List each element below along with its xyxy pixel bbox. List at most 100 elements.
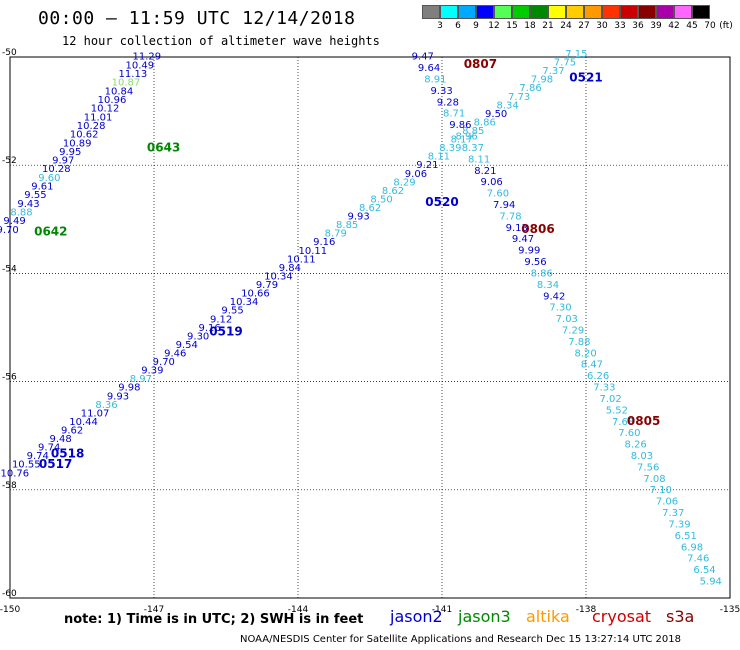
wave-height-value: 10.44 xyxy=(69,417,98,428)
wave-height-value: 9.62 xyxy=(61,425,83,436)
wave-height-value: 9.56 xyxy=(524,257,546,268)
wave-height-value: 7.30 xyxy=(549,303,571,314)
map-title: 00:00 – 11:59 UTC 12/14/2018 xyxy=(38,8,356,29)
wave-height-value: 8.86 xyxy=(474,117,496,128)
wave-height-value: 9.16 xyxy=(199,323,221,334)
colorbar-swatch xyxy=(458,5,476,19)
wave-height-value: 9.39 xyxy=(141,366,163,377)
wave-height-value: 8.21 xyxy=(474,166,496,177)
wave-height-value: 9.47 xyxy=(512,234,534,245)
wave-height-value: 9.84 xyxy=(279,263,301,274)
wave-height-value: 9.74 xyxy=(27,451,49,462)
lon-tick-label: -135 xyxy=(720,605,740,615)
colorbar-swatch xyxy=(494,5,512,19)
wave-height-value: 10.66 xyxy=(241,289,270,300)
wave-height-value: 10.76 xyxy=(0,468,29,479)
colorbar-label: 18 xyxy=(524,21,536,31)
colorbar-label: 27 xyxy=(578,21,590,31)
wave-height-value: 8.34 xyxy=(496,100,518,111)
wave-height-value: 7.73 xyxy=(508,92,530,103)
wave-height-value: 9.16 xyxy=(313,237,335,248)
wave-height-value: 9.98 xyxy=(118,383,140,394)
lat-tick-label: -56 xyxy=(2,373,17,383)
note-text: note: 1) Time is in UTC; 2) SWH is in fe… xyxy=(64,612,364,627)
colorbar-label: (ft) xyxy=(719,21,733,31)
wave-height-value: 9.55 xyxy=(24,190,46,201)
wave-height-value: 9.46 xyxy=(164,348,186,359)
wave-height-value: 8.96 xyxy=(455,132,477,143)
wave-height-value: 8.36 xyxy=(95,400,117,411)
colorbar-swatch xyxy=(620,5,638,19)
pass-time-label: 0805 xyxy=(627,414,660,428)
wave-height-value: 10.11 xyxy=(287,254,316,265)
legend-altika: altika xyxy=(526,607,570,626)
wave-height-value: 10.87 xyxy=(112,78,141,89)
wave-height-value: 9.49 xyxy=(3,216,25,227)
colorbar-label: 24 xyxy=(560,21,572,31)
lat-tick-label: -52 xyxy=(2,156,17,166)
colorbar-label: 12 xyxy=(488,21,500,31)
wave-height-value: 9.06 xyxy=(481,177,503,188)
colorbar-swatch xyxy=(674,5,692,19)
footer-credit: NOAA/NESDIS Center for Satellite Applica… xyxy=(240,634,682,645)
legend-jason2: jason2 xyxy=(390,607,443,626)
wave-height-value: 9.12 xyxy=(210,314,232,325)
colorbar-label: 3 xyxy=(437,21,443,31)
wave-height-value: 5.52 xyxy=(606,405,628,416)
wave-height-colorbar xyxy=(422,5,710,19)
wave-height-value: 9.42 xyxy=(543,291,565,302)
wave-height-value: 7.46 xyxy=(687,554,709,565)
colorbar-label: 45 xyxy=(686,21,698,31)
wave-height-value: 10.55 xyxy=(12,460,41,471)
wave-height-value: 8.11 xyxy=(468,154,490,165)
wave-height-value: 9.99 xyxy=(518,246,540,257)
wave-height-value: 6.98 xyxy=(681,542,703,553)
wave-height-value: 9.13 xyxy=(506,223,528,234)
colorbar-swatch xyxy=(656,5,674,19)
lon-tick-label: -150 xyxy=(0,605,20,615)
wave-height-value: 7.86 xyxy=(519,83,541,94)
wave-height-value: 9.74 xyxy=(38,443,60,454)
colorbar-swatch xyxy=(602,5,620,19)
wave-height-value: 8.79 xyxy=(325,229,347,240)
wave-height-value: 9.60 xyxy=(38,173,60,184)
wave-height-value: 9.97 xyxy=(52,156,74,167)
wave-height-value: 8.62 xyxy=(359,203,381,214)
wave-height-value: 7.02 xyxy=(599,394,621,405)
lat-tick-label: -54 xyxy=(2,264,17,274)
wave-height-value: 9.70 xyxy=(153,357,175,368)
colorbar-label: 33 xyxy=(614,21,626,31)
wave-height-value: 8.85 xyxy=(462,126,484,137)
colorbar-swatch xyxy=(638,5,656,19)
wave-height-value: 5.94 xyxy=(700,576,722,587)
wave-height-value: 9.43 xyxy=(17,199,39,210)
lat-tick-label: -60 xyxy=(2,589,17,599)
wave-height-value: 8.29 xyxy=(393,177,415,188)
wave-height-value: 7.06 xyxy=(656,497,678,508)
wave-height-value: 10.28 xyxy=(42,164,71,175)
map-subtitle: 12 hour collection of altimeter wave hei… xyxy=(62,34,380,48)
colorbar-swatch xyxy=(512,5,530,19)
wave-height-value: 8.97 xyxy=(130,374,152,385)
wave-height-value: 7.10 xyxy=(650,485,672,496)
wave-height-value: 7.60 xyxy=(618,428,640,439)
pass-time-label: 0807 xyxy=(464,57,497,71)
lat-tick-label: -58 xyxy=(2,481,17,491)
wave-height-value: 9.86 xyxy=(449,120,471,131)
wave-height-value: 9.21 xyxy=(416,160,438,171)
colorbar-label: 36 xyxy=(632,21,644,31)
wave-height-value: 7.03 xyxy=(556,314,578,325)
wave-height-value: 9.30 xyxy=(187,331,209,342)
lon-tick-label: -144 xyxy=(288,605,309,615)
colorbar-swatch xyxy=(440,5,458,19)
legend-s3a: s3a xyxy=(666,607,695,626)
wave-height-value: 8.37 xyxy=(462,143,484,154)
wave-height-value: 7.75 xyxy=(554,58,576,69)
lon-tick-label: -147 xyxy=(144,605,164,615)
wave-height-value: 9.61 xyxy=(31,182,53,193)
pass-time-label: 0519 xyxy=(209,325,242,339)
wave-height-value: 7.29 xyxy=(562,325,584,336)
colorbar-labels: 3 6 9 12 15 18 21 24 27 30 33 36 39 42 45 70 (ft) xyxy=(422,21,740,33)
wave-height-value: 10.89 xyxy=(63,138,92,149)
